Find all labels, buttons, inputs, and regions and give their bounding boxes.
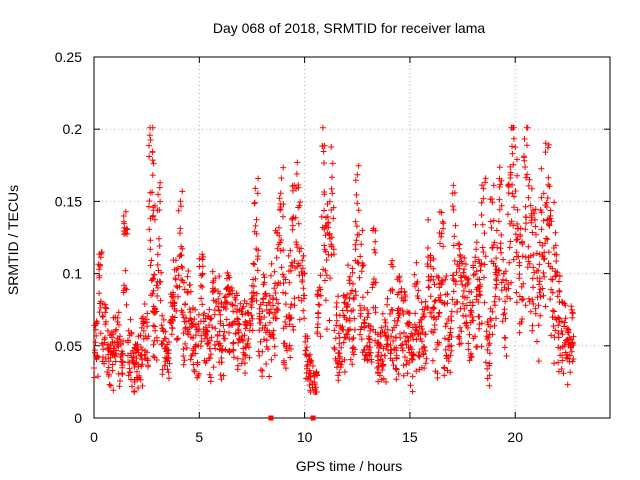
y-tick-label: 0.15 [55, 193, 82, 209]
x-tick-label: 10 [297, 429, 313, 445]
axis-marker [268, 415, 274, 421]
grid-layer [94, 57, 610, 418]
y-tick-label: 0.25 [55, 49, 82, 65]
srmtid-point-markers [91, 124, 577, 395]
point-layer [91, 124, 577, 395]
x-tick-label: 20 [507, 429, 523, 445]
y-tick-label: 0.2 [63, 121, 83, 137]
x-tick-label: 5 [195, 429, 203, 445]
x-tick-label: 0 [90, 429, 98, 445]
tick-layer: 0 5 10 15 20 0 0.05 0.1 0.15 0.2 0.25 [55, 49, 610, 445]
axis-marker [310, 415, 316, 421]
plot-area-frame [93, 56, 611, 419]
y-tick-label: 0.05 [55, 338, 82, 354]
chart-title: Day 068 of 2018, SRMTID for receiver lam… [213, 20, 486, 36]
y-axis-label: SRMTID / TECUs [5, 185, 21, 295]
y-tick-label: 0.1 [63, 266, 83, 282]
y-tick-label: 0 [74, 410, 82, 426]
x-axis-label: GPS time / hours [296, 458, 403, 474]
x-tick-label: 15 [402, 429, 418, 445]
axis-marker-layer [268, 415, 316, 421]
